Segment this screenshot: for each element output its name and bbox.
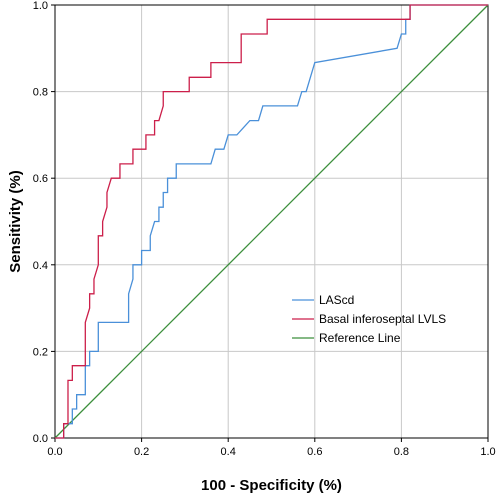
y-tick-label: 0.2 xyxy=(33,346,48,358)
x-tick-label: 0.8 xyxy=(394,446,409,458)
x-axis-title: 100 - Specificity (%) xyxy=(201,477,342,494)
legend: LAScd Basal inferoseptal LVLS Reference Li… xyxy=(292,293,446,345)
series-line-basal-inferoseptal-lvls xyxy=(55,4,488,439)
legend-label: Reference Line xyxy=(319,331,401,345)
y-tick-label: 1.0 xyxy=(33,0,48,12)
x-tick-label: 1.0 xyxy=(480,446,495,458)
y-tick-label: 0.6 xyxy=(33,173,48,185)
series-lines xyxy=(54,4,489,439)
legend-label: LAScd xyxy=(319,293,354,307)
plot-area-frame xyxy=(54,4,489,439)
x-tick-label: 0.6 xyxy=(307,446,322,458)
axis-ticks: 0.0 0.2 0.4 0.6 0.8 1.0 0.0 0.2 0.4 0.6 0.8 1.0 xyxy=(33,0,496,458)
x-tick-label: 0.4 xyxy=(221,446,236,458)
y-tick-label: 0.4 xyxy=(33,260,48,272)
y-tick-label: 0.8 xyxy=(33,87,48,99)
legend-label: Basal inferoseptal LVLS xyxy=(319,312,446,326)
y-tick-label: 0.0 xyxy=(33,433,48,445)
x-tick-label: 0.0 xyxy=(47,446,62,458)
series-line-reference-line xyxy=(54,4,489,439)
x-tick-label: 0.2 xyxy=(134,446,149,458)
y-axis-title: Sensitivity (%) xyxy=(7,170,24,273)
grid-lines xyxy=(55,5,488,438)
